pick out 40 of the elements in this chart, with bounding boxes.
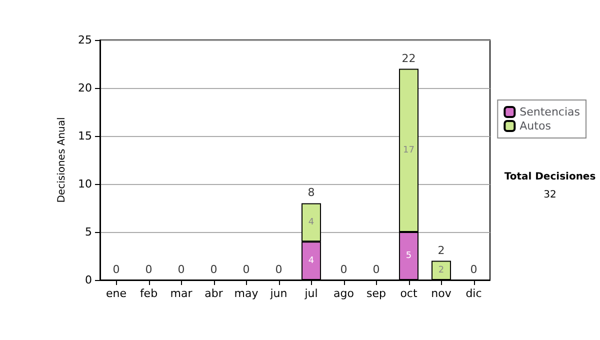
data-label: 5 [406,251,412,261]
total-label: 0 [242,263,250,276]
data-label: 2 [438,265,444,276]
x-tick-label: jun [269,287,288,300]
x-tick-label: feb [140,287,158,300]
total-label: 0 [372,263,380,276]
x-tick-label: mar [170,287,193,300]
x-tick-label: ene [106,287,127,300]
data-label: 4 [308,217,314,228]
x-tick-label: dic [466,287,482,300]
y-tick-label: 5 [85,226,92,238]
total-label: 0 [178,263,185,276]
total-label: 8 [308,186,315,200]
text: Total Decisiones [504,172,596,182]
total-label: 0 [210,263,218,276]
total-label: 22 [402,52,416,65]
x-tick-label: sep [366,287,386,300]
y-tick-label: 0 [85,274,92,286]
total-label: 2 [438,244,445,257]
data-label: 4 [308,256,314,266]
x-tick-label: ago [334,287,354,300]
x-tick-label: nov [431,287,452,300]
x-tick-label: jul [304,287,318,300]
x-tick-label: oct [400,287,418,300]
total-label: 0 [275,263,282,276]
x-tick-label: abr [204,287,224,300]
y-axis-title: Decisiones Anual [56,117,68,203]
legend-label: Sentencias [520,106,580,118]
text: 32 [544,190,556,200]
x-tick-label: may [234,287,259,300]
y-tick-label: 20 [78,82,92,94]
total-label: 0 [112,263,120,276]
data-label: 17 [403,145,414,156]
total-label: 0 [145,263,152,276]
y-tick-label: 25 [78,34,92,46]
y-tick-label: 10 [78,178,92,190]
y-tick-label: 15 [78,130,92,142]
total-label: 0 [470,263,478,276]
total-label: 0 [340,263,348,276]
legend-label: Autos [520,120,552,132]
